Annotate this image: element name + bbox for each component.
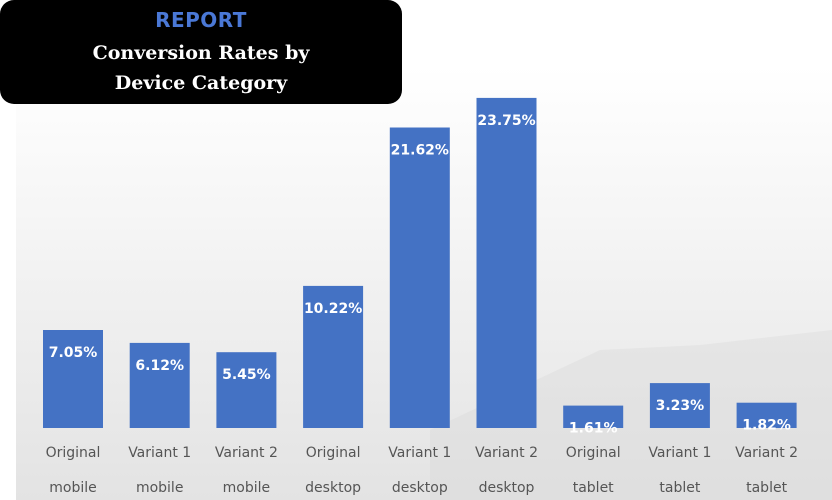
chart-title-line-2: Device Category [114, 72, 288, 94]
category-label-1-line-2: mobile [136, 480, 183, 496]
category-label-5-line-1: Variant 2 [475, 445, 538, 461]
bar-8 [736, 402, 797, 428]
bar-6 [563, 405, 624, 428]
data-label-6: 1.61% [569, 421, 618, 437]
data-label-3: 10.22% [304, 301, 362, 317]
chart-title-line-1: Conversion Rates by [92, 42, 310, 64]
bar-1 [129, 342, 190, 428]
category-label-3-line-2: desktop [305, 480, 361, 496]
data-label-2: 5.45% [222, 367, 271, 383]
bar-2 [216, 352, 277, 428]
bars-group [43, 97, 797, 429]
category-label-0-line-1: Original [46, 445, 101, 461]
bar-3 [303, 285, 364, 428]
category-label-5-line-2: desktop [479, 480, 535, 496]
data-label-0: 7.05% [49, 345, 98, 361]
category-label-4-line-2: desktop [392, 480, 448, 496]
category-label-2-line-2: mobile [223, 480, 270, 496]
bar-4 [389, 127, 450, 428]
data-label-5: 23.75% [477, 113, 535, 129]
category-label-8-line-2: tablet [746, 480, 787, 496]
data-label-4: 21.62% [391, 143, 449, 159]
report-tag: REPORT [155, 8, 247, 32]
bar-5 [476, 97, 537, 429]
category-label-0-line-2: mobile [49, 480, 96, 496]
title-panel: REPORT Conversion Rates by Device Catego… [0, 0, 402, 104]
category-labels-group: Original mobile Variant 1 mobile Variant 2 mo… [46, 445, 799, 496]
category-label-7-line-1: Variant 1 [648, 445, 711, 461]
category-label-3-line-1: Original [306, 445, 361, 461]
bar-0 [43, 330, 103, 428]
category-label-6-line-2: tablet [573, 480, 614, 496]
category-label-7-line-2: tablet [659, 480, 700, 496]
category-label-4-line-1: Variant 1 [388, 445, 451, 461]
category-label-2-line-1: Variant 2 [215, 445, 278, 461]
data-label-1: 6.12% [135, 358, 184, 374]
data-label-7: 3.23% [656, 398, 705, 414]
category-label-8-line-1: Variant 2 [735, 445, 798, 461]
category-label-1-line-1: Variant 1 [128, 445, 191, 461]
value-labels-group: 7.05% 6.12% 5.45% 10.22% 21.62% 23.75% 1.61% 3.… [49, 113, 791, 437]
bar-7 [649, 383, 710, 428]
category-label-6-line-1: Original [566, 445, 621, 461]
data-label-8: 1.82% [742, 418, 791, 434]
